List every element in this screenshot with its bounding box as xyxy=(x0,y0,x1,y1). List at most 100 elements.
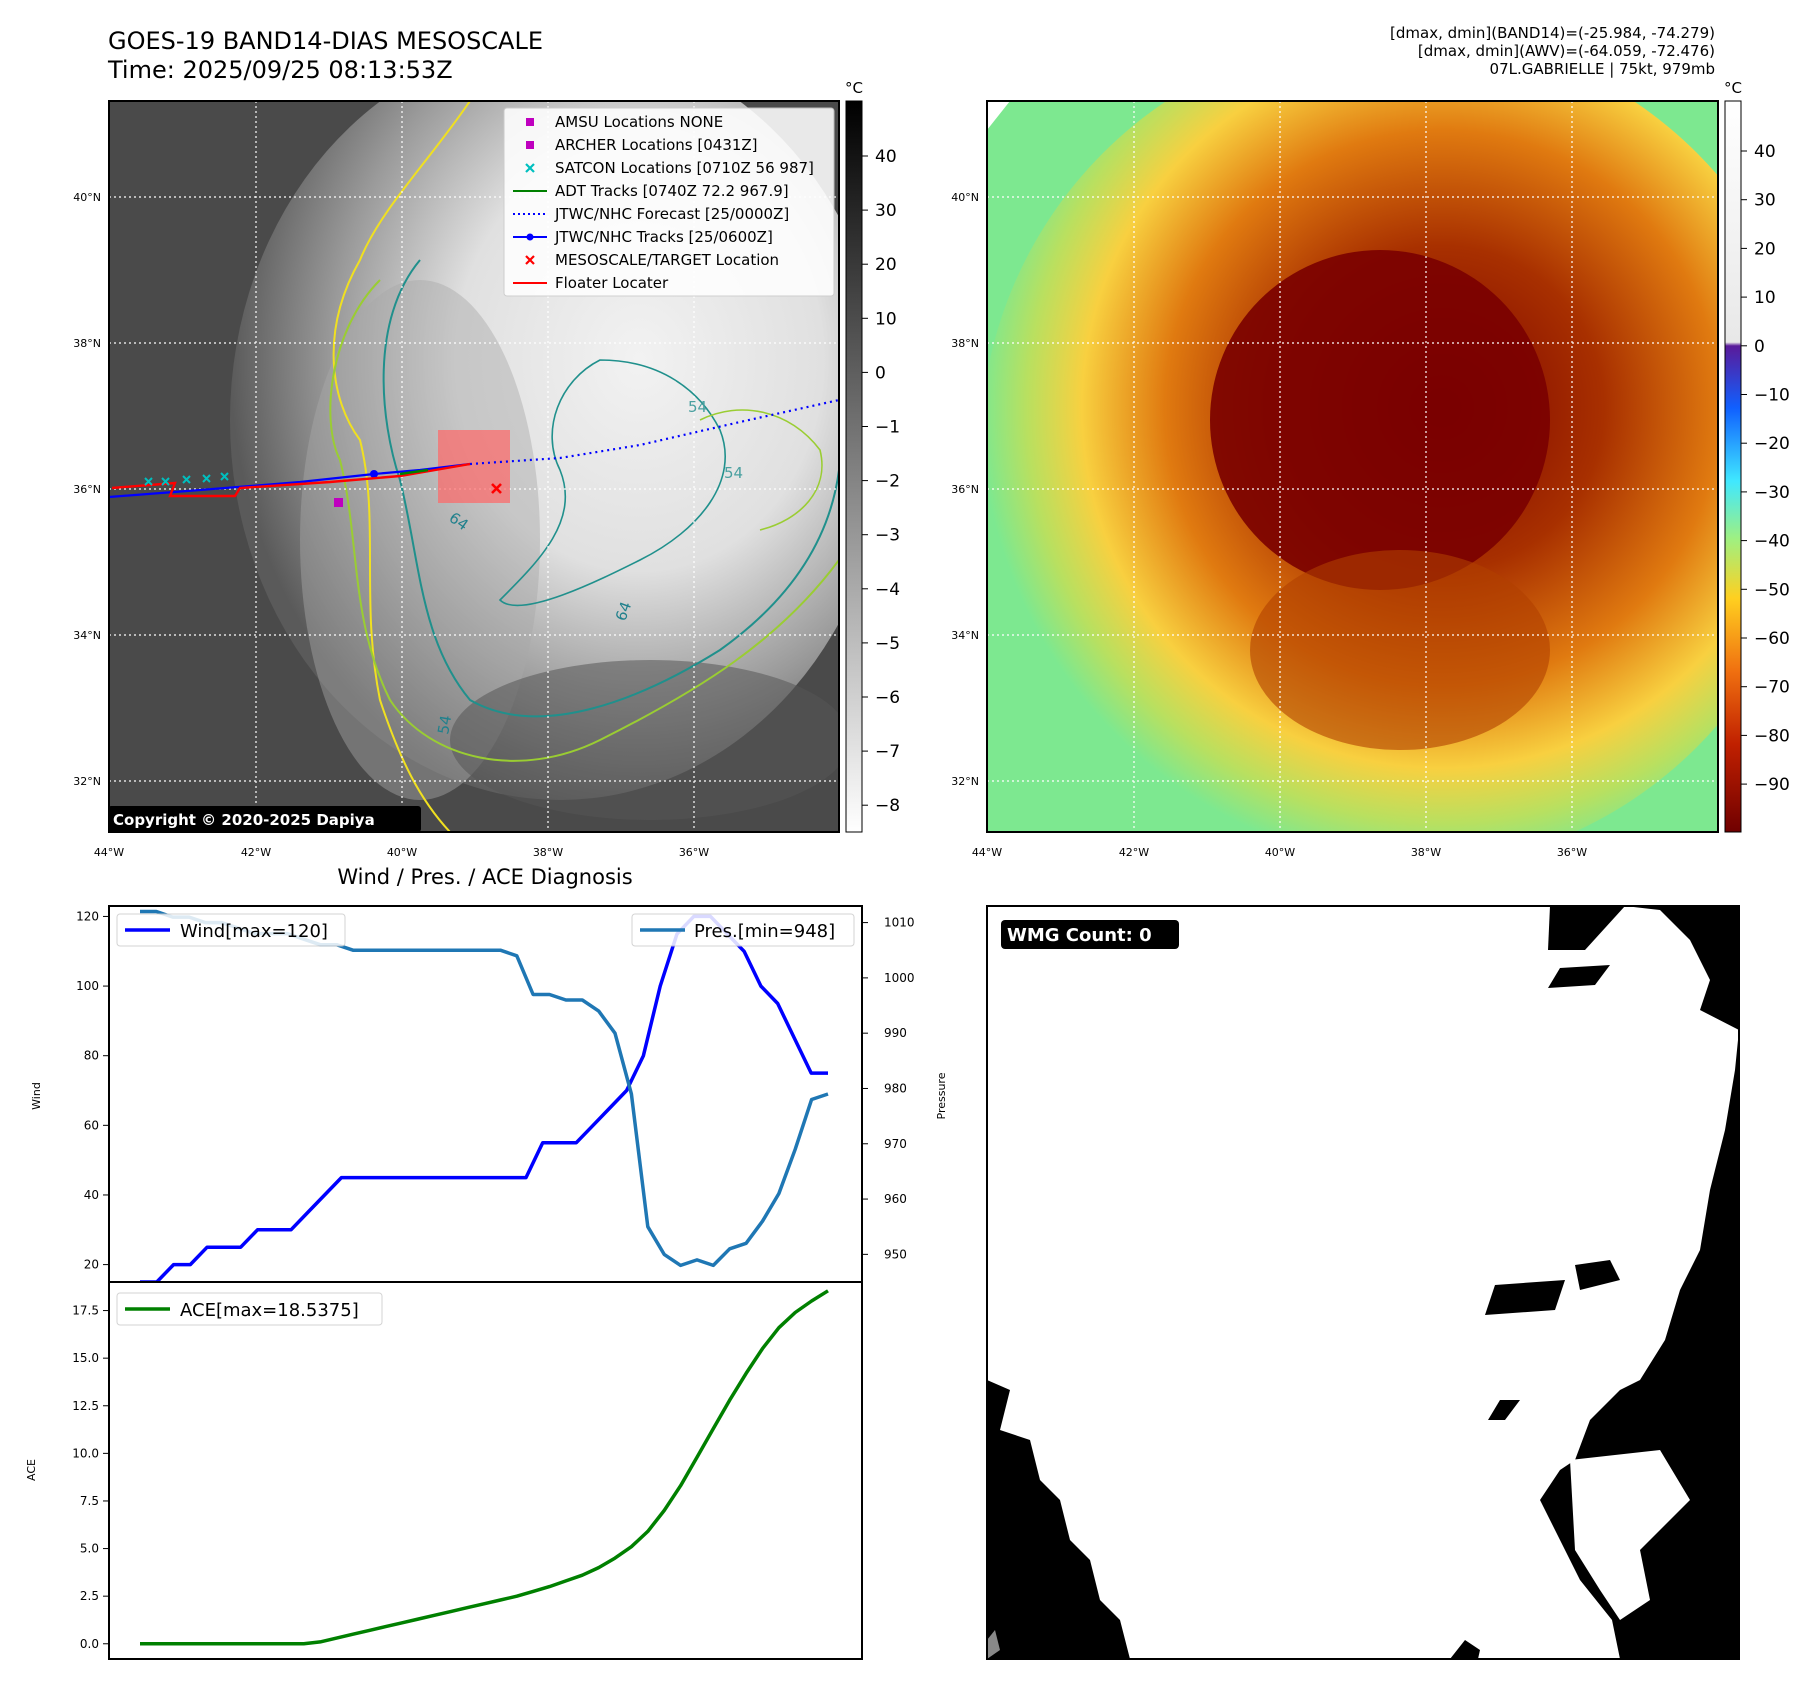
pressure-tick-label: 960 xyxy=(884,1192,907,1206)
legend-marker-dot xyxy=(526,233,534,241)
wind-axis-label: Wind xyxy=(30,1082,43,1110)
right-map-frame xyxy=(986,100,1719,833)
ace-line xyxy=(140,1289,829,1646)
colorbar-tick-label: −20 xyxy=(1754,434,1790,454)
wind-legend: Wind[max=120] xyxy=(116,913,346,947)
colorbar-tick-label: 20 xyxy=(875,255,897,275)
legend-item: SATCON Locations [0710Z 56 987] xyxy=(525,159,814,177)
lon-label: 38°W xyxy=(1411,846,1441,859)
legend-label: MESOSCALE/TARGET Location xyxy=(555,251,779,269)
colorbar-tick-label: −30 xyxy=(1754,483,1790,503)
wmg-count-label: WMG Count: 0 xyxy=(1007,925,1152,946)
contour-teal xyxy=(382,259,839,718)
colorbar-tick-label: 30 xyxy=(1754,191,1776,211)
lat-label: 38°N xyxy=(951,337,979,350)
title-line-1: GOES-19 BAND14-DIAS MESOSCALE xyxy=(108,27,544,55)
lon-label: 44°W xyxy=(972,846,1002,859)
awv-corner xyxy=(987,101,1010,130)
pressure-tick-label: 970 xyxy=(884,1137,907,1151)
colorbar-tick-label: 0 xyxy=(875,363,886,383)
pressure-legend-label: Pres.[min=948] xyxy=(694,921,835,942)
wind-tick-label: 40 xyxy=(84,1188,99,1202)
info-line-3: 07L.GABRIELLE | 75kt, 979mb xyxy=(1489,60,1715,78)
pressure-tick-label: 1000 xyxy=(884,971,915,985)
ir-map-panel: 54 54 64 64 54 Copyright © 2020-2025 Dap… xyxy=(73,79,900,859)
colorbar-tick-label: −80 xyxy=(875,796,900,816)
satcon-markers xyxy=(144,472,229,486)
ace-tick-label: 12.5 xyxy=(72,1399,99,1413)
ace-tick-label: 5.0 xyxy=(80,1542,99,1556)
legend-label: JTWC/NHC Forecast [25/0000Z] xyxy=(554,205,789,223)
legend-item: ARCHER Locations [0431Z] xyxy=(526,136,758,154)
lat-label: 34°N xyxy=(951,629,979,642)
lat-label: 32°N xyxy=(73,775,101,788)
contour-label: 54 xyxy=(688,398,707,416)
colorbar-tick-label: −80 xyxy=(1754,726,1790,746)
awv-imagery xyxy=(987,101,1718,832)
lat-label: 32°N xyxy=(951,775,979,788)
legend-item: MESOSCALE/TARGET Location xyxy=(525,251,779,269)
diagnosis-title: Wind / Pres. / ACE Diagnosis xyxy=(337,865,632,889)
colorbar-tick-label: −10 xyxy=(875,418,900,438)
legend-label: ARCHER Locations [0431Z] xyxy=(555,136,758,154)
legend-marker xyxy=(526,141,534,149)
pressure-tick-label: 1010 xyxy=(884,916,915,930)
lat-label: 36°N xyxy=(73,483,101,496)
lon-label: 36°W xyxy=(1557,846,1587,859)
lon-label: 40°W xyxy=(387,846,417,859)
colorbar-tick-label: 40 xyxy=(875,147,897,167)
contour-teal-inner xyxy=(498,359,726,607)
wind-tick-label: 80 xyxy=(84,1049,99,1063)
contour-label: 54 xyxy=(724,464,743,482)
wind-pressure-plot-frame xyxy=(108,905,863,1283)
adt-track xyxy=(399,468,429,476)
wind-axis-ticks: 20 40 60 80 100 120 xyxy=(76,909,109,1272)
wind-tick-label: 100 xyxy=(76,979,99,993)
colorbar-tick-label: −70 xyxy=(875,742,900,762)
pressure-axis-ticks: 950 960 970 980 990 1000 1010 xyxy=(862,916,915,1261)
lat-label: 38°N xyxy=(73,337,101,350)
left-map-frame xyxy=(108,100,840,833)
jtwc-track-point xyxy=(370,470,378,478)
forecast-track xyxy=(469,398,839,466)
colorbar-tick-label: −60 xyxy=(1754,629,1790,649)
colorbar-tick-label: 10 xyxy=(875,309,897,329)
ace-axis-ticks: 0.0 2.5 5.0 7.5 10.0 12.5 15.0 17.5 xyxy=(72,1304,109,1651)
ace-legend-label: ACE[max=18.5375] xyxy=(180,1300,359,1321)
colorbar-tick-label: 40 xyxy=(1754,142,1776,162)
info-line-1: [dmax, dmin](BAND14)=(-25.984, -74.279) xyxy=(1390,24,1715,42)
colorbar-tick-label: −60 xyxy=(875,688,900,708)
ace-series xyxy=(140,1289,829,1646)
awv-colorbar xyxy=(1724,100,1742,833)
wind-tick-label: 60 xyxy=(84,1118,99,1132)
mesoscale-target-marker xyxy=(491,483,502,494)
colorbar-tick-label: −30 xyxy=(875,526,900,546)
ir-colorbar xyxy=(845,100,863,833)
awv-colorbar-unit: °C xyxy=(1724,79,1742,97)
legend-item: AMSU Locations NONE xyxy=(526,113,723,131)
ace-tick-label: 2.5 xyxy=(80,1589,99,1603)
copyright-text: Copyright © 2020-2025 Dapiya xyxy=(113,811,375,829)
lon-label: 40°W xyxy=(1265,846,1295,859)
right-map-grid xyxy=(987,101,1718,832)
ir-colorbar-unit: °C xyxy=(845,79,863,97)
legend-label: JTWC/NHC Tracks [25/0600Z] xyxy=(554,228,773,246)
ace-plot-frame xyxy=(108,1281,863,1660)
lat-label: 36°N xyxy=(951,483,979,496)
ace-axis-label: ACE xyxy=(25,1459,38,1481)
contour-green xyxy=(329,279,839,762)
wmg-mask-region xyxy=(987,1380,1130,1659)
ace-tick-label: 0.0 xyxy=(80,1637,99,1651)
contour-green-east xyxy=(699,409,823,531)
colorbar-tick-label: 30 xyxy=(875,201,897,221)
ace-tick-label: 15.0 xyxy=(72,1351,99,1365)
contour-yellow xyxy=(332,101,471,832)
awv-colorbar-ticks: 40 30 20 10 0 −10 −20 −30 −40 −50 −60 −70 −80 −90 xyxy=(1741,142,1790,795)
wind-tick-label: 20 xyxy=(84,1258,99,1272)
info-line-2: [dmax, dmin](AWV)=(-64.059, -72.476) xyxy=(1417,42,1715,60)
lat-label: 40°N xyxy=(951,191,979,204)
lat-label: 40°N xyxy=(73,191,101,204)
title-line-2: Time: 2025/09/25 08:13:53Z xyxy=(108,56,453,84)
ir-colorbar-ticks: 40 30 20 10 0 −10 −20 −30 −40 −50 −60 −70 −80 xyxy=(862,147,900,816)
legend-item: ADT Tracks [0740Z 72.2 967.9] xyxy=(513,182,789,200)
